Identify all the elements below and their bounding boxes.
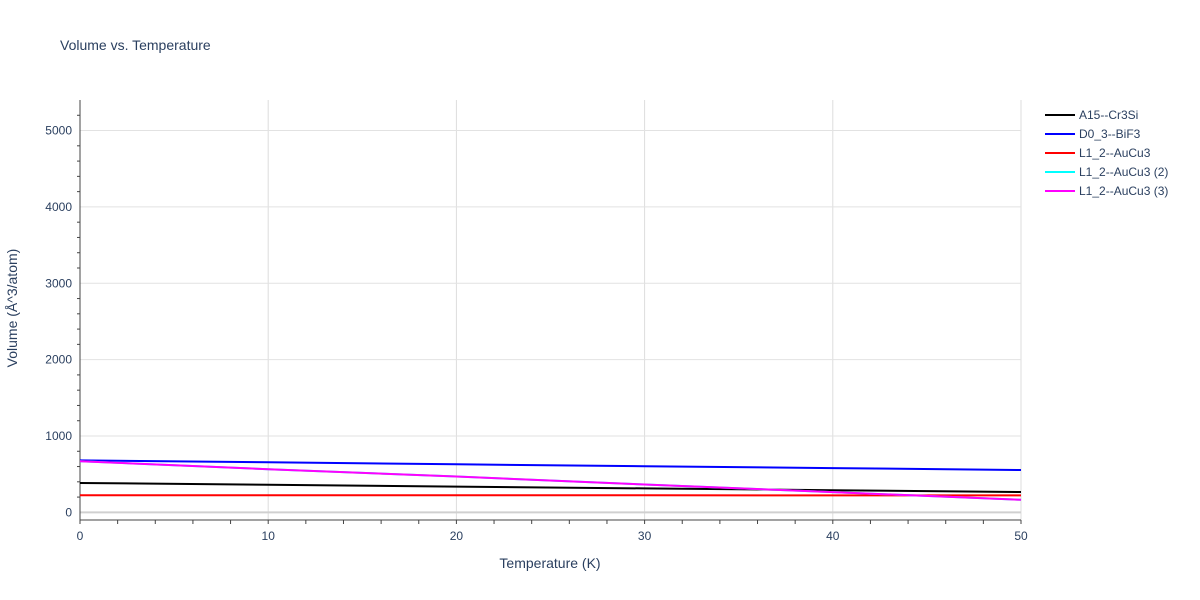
y-tick-label: 2000 (45, 353, 72, 367)
legend-item[interactable]: L1_2--AuCu3 (3) (1045, 184, 1168, 198)
y-tick-label: 3000 (45, 276, 72, 290)
tick-labels: 0 10 20 30 40 50 0 1000 2000 3000 4000 5000 (45, 124, 1028, 543)
axes (77, 100, 1022, 524)
series-lines (79, 459, 1022, 501)
series-line (79, 459, 1022, 471)
legend-item[interactable]: A15--Cr3Si (1045, 108, 1138, 122)
chart-title: Volume vs. Temperature (60, 37, 211, 53)
x-tick-label: 40 (826, 529, 840, 543)
series-line (79, 460, 1022, 501)
x-axis-title: Temperature (K) (499, 555, 600, 571)
y-tick-label: 1000 (45, 429, 72, 443)
legend-item[interactable]: L1_2--AuCu3 (2) (1045, 165, 1168, 179)
grid (80, 100, 1022, 520)
legend-label: L1_2--AuCu3 (2) (1079, 165, 1168, 179)
y-tick-label: 0 (65, 505, 72, 519)
legend-item[interactable]: L1_2--AuCu3 (1045, 146, 1151, 160)
x-tick-label: 50 (1014, 529, 1028, 543)
series-line (79, 482, 1022, 493)
x-tick-label: 10 (262, 529, 276, 543)
x-tick-label: 20 (450, 529, 464, 543)
legend-label: L1_2--AuCu3 (3) (1079, 184, 1168, 198)
legend-item[interactable]: D0_3--BiF3 (1045, 127, 1141, 141)
legend-label: D0_3--BiF3 (1079, 127, 1141, 141)
x-tick-label: 0 (77, 529, 84, 543)
legend[interactable]: A15--Cr3Si D0_3--BiF3 L1_2--AuCu3 L1_2--AuC… (1045, 108, 1168, 198)
y-tick-label: 5000 (45, 124, 72, 138)
legend-label: L1_2--AuCu3 (1079, 146, 1151, 160)
y-axis-title: Volume (Å^3/atom) (4, 249, 20, 368)
y-tick-label: 4000 (45, 200, 72, 214)
x-tick-label: 30 (638, 529, 652, 543)
legend-label: A15--Cr3Si (1079, 108, 1138, 122)
